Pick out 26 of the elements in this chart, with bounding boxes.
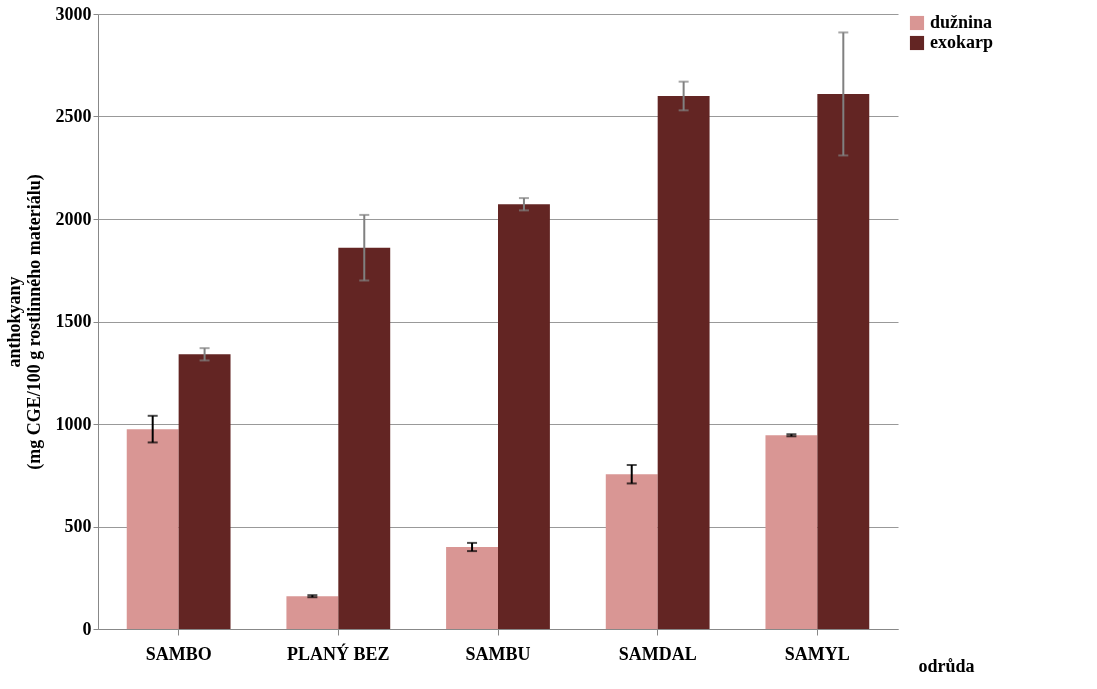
bar bbox=[126, 429, 179, 629]
x-tick-label: SAMYL bbox=[784, 643, 850, 664]
y-tick-label: 1500 bbox=[55, 311, 92, 331]
y-tick-label: 3000 bbox=[55, 3, 92, 24]
bar bbox=[498, 204, 550, 629]
x-tick-label: SAMBU bbox=[465, 643, 531, 664]
y-tick-label: 1000 bbox=[55, 413, 92, 434]
x-tick-label: SAMDAL bbox=[618, 643, 697, 664]
bar bbox=[178, 354, 231, 629]
bar bbox=[446, 547, 498, 629]
y-tick-label: 2500 bbox=[55, 106, 92, 126]
y-tick-label: 500 bbox=[64, 516, 92, 536]
x-axis-title: odrůda bbox=[918, 655, 975, 676]
bar bbox=[286, 596, 339, 629]
legend-label: exokarp bbox=[930, 32, 993, 52]
bar bbox=[817, 93, 870, 629]
y-tick-label: 2000 bbox=[55, 208, 92, 229]
y-tick-label: 0 bbox=[82, 618, 92, 639]
bar bbox=[657, 96, 710, 629]
x-tick-label: PLANÝ BEZ bbox=[287, 642, 390, 664]
bar bbox=[765, 435, 818, 629]
x-tick-label: SAMBO bbox=[145, 643, 212, 664]
legend-label: dužnina bbox=[930, 12, 993, 32]
bar bbox=[605, 474, 658, 629]
bar bbox=[338, 247, 391, 629]
y-axis-title: anthokyany (mg CGE/100 g rostlinného materiálu) bbox=[3, 174, 45, 470]
